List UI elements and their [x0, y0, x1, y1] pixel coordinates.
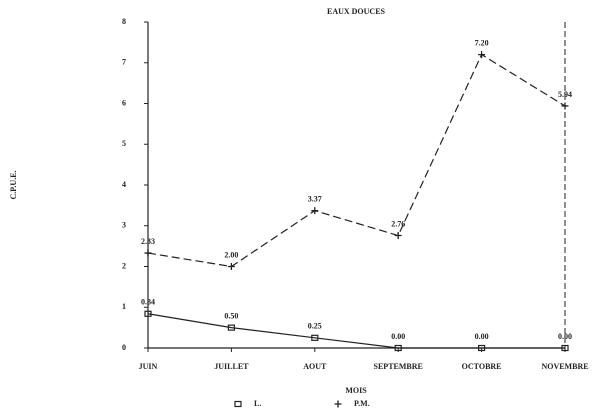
- point: [227, 324, 235, 331]
- data-label: 2.76: [391, 219, 405, 228]
- point: [311, 334, 319, 341]
- series-line: [147, 53, 566, 268]
- y-tick-label: 8: [122, 17, 126, 26]
- x-tick-label: AOUT: [303, 362, 327, 371]
- legend-label: L.: [254, 399, 261, 408]
- chart-title: EAUX DOUCES: [327, 7, 386, 16]
- data-label: 0.84: [141, 298, 155, 307]
- point: [561, 344, 569, 352]
- point: [144, 310, 152, 317]
- data-label: 2.00: [224, 250, 238, 259]
- data-label: 0.50: [224, 311, 238, 320]
- point: [478, 51, 486, 59]
- y-tick-label: 7: [122, 58, 126, 67]
- x-tick-label: OCTOBRE: [462, 362, 502, 371]
- series-line: [147, 313, 565, 349]
- data-label: 2.33: [141, 237, 155, 246]
- data-label: 7.20: [475, 38, 489, 47]
- point: [144, 249, 152, 257]
- point: [311, 207, 319, 215]
- x-tick-label: JUILLET: [214, 362, 249, 371]
- y-tick-label: 1: [122, 302, 126, 311]
- point: [334, 400, 342, 408]
- x-axis-label: MOIS: [345, 386, 367, 395]
- y-tick-label: 5: [122, 139, 126, 148]
- legend-label: P.M.: [354, 399, 370, 408]
- data-label: 5.94: [558, 90, 572, 99]
- x-tick-label: SEPTEMBRE: [374, 362, 423, 371]
- y-tick-label: 4: [122, 180, 126, 189]
- y-tick-label: 6: [122, 98, 126, 107]
- data-label: 0.00: [558, 332, 572, 341]
- y-tick-label: 2: [122, 261, 126, 270]
- data-label: 3.37: [308, 195, 322, 204]
- data-label: 0.25: [308, 322, 322, 331]
- point: [227, 263, 235, 270]
- y-axis-label: C.P.U.E.: [9, 170, 18, 199]
- x-tick-label: JUIN: [139, 362, 158, 371]
- y-tick-label: 3: [122, 221, 126, 230]
- y-tick-label: 0: [122, 343, 126, 352]
- data-label: 0.00: [391, 332, 405, 341]
- point: [394, 232, 402, 240]
- point: [394, 344, 402, 352]
- point: [561, 102, 569, 110]
- x-tick-label: NOVEMBRE: [541, 362, 588, 371]
- point: [478, 344, 486, 352]
- point: [234, 400, 242, 408]
- data-label: 0.00: [475, 332, 489, 341]
